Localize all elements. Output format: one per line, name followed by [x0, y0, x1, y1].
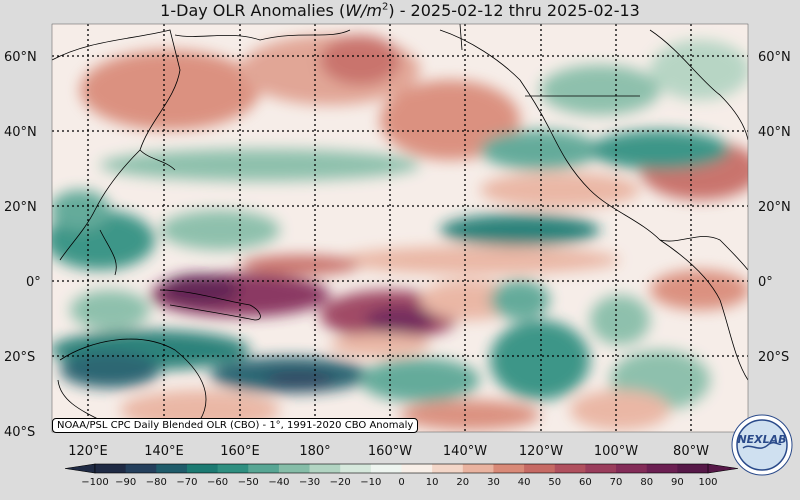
lat-label: 40°N [4, 125, 37, 140]
colorbar-segment [677, 464, 709, 473]
lat-label: 20°N [4, 200, 37, 215]
colorbar: −100 −90 −80 −70 −60 −50 −40 −30 −20 −10 0 10 20 30 40… [64, 463, 739, 488]
colorbar-segment [646, 464, 678, 473]
colorbar-tick-label: −90 [115, 477, 136, 488]
colorbar-tick-label: 10 [426, 477, 439, 488]
lat-label: 20°S [4, 350, 35, 365]
lat-label: 20°N [758, 200, 791, 215]
coastlines [52, 24, 748, 427]
lon-label: 160°W [368, 444, 412, 459]
lon-label: 160°E [220, 444, 260, 459]
anomaly-field [52, 24, 748, 432]
colorbar-segment [156, 464, 188, 473]
colorbar-tick-label: 40 [518, 477, 531, 488]
lon-label: 100°W [594, 444, 638, 459]
colorbar-tick-label: −30 [299, 477, 320, 488]
colorbar-tick-label: 0 [398, 477, 404, 488]
colorbar-tick-label: −60 [207, 477, 228, 488]
colorbar-segment [493, 464, 525, 473]
colorbar-tick-label: −100 [81, 477, 108, 488]
lat-label: 60°N [4, 50, 37, 65]
graticule [52, 24, 748, 432]
colorbar-tick-label: 60 [579, 477, 592, 488]
source-label: NOAA/PSL CPC Daily Blended OLR (CBO) - 1… [52, 418, 419, 433]
colorbar-segment [432, 464, 464, 473]
colorbar-segment [217, 464, 249, 473]
colorbar-segment [125, 464, 157, 473]
colorbar-tick-label: 100 [698, 477, 717, 488]
lon-labels: 120°E 140°E 160°E 180° 160°W 140°W 120°W… [68, 444, 709, 459]
colorbar-tick-label: −10 [360, 477, 381, 488]
lon-label: 180° [299, 444, 330, 459]
lat-label: 20°S [758, 350, 789, 365]
colorbar-segment [524, 464, 556, 473]
lat-labels-right: 60°N 40°N 20°N 0° 20°S [758, 50, 791, 365]
lat-label: 0° [758, 275, 773, 290]
map-title: 1-Day OLR Anomalies (W/m2) - 2025-02-12 … [160, 1, 640, 20]
colorbar-tick-label: −80 [146, 477, 167, 488]
lat-label: 0° [26, 275, 41, 290]
lon-label: 140°W [443, 444, 487, 459]
logo-text: NEXLAB [737, 433, 786, 446]
colorbar-segment [585, 464, 617, 473]
colorbar-arrow-low [64, 463, 96, 474]
colorbar-tick-label: −40 [268, 477, 289, 488]
colorbar-segment [401, 464, 433, 473]
colorbar-tick-label: 20 [456, 477, 469, 488]
colorbar-segment [554, 464, 586, 473]
colorbar-tick-label: −70 [176, 477, 197, 488]
colorbar-segment [340, 464, 372, 473]
colorbar-segment [95, 464, 127, 473]
colorbar-segment [370, 464, 402, 473]
colorbar-outline [94, 463, 709, 474]
lat-label: 60°N [758, 50, 791, 65]
lat-label: 40°S [4, 425, 35, 440]
lat-labels-left: 60°N 40°N 20°N 0° 20°S 40°S [4, 50, 41, 440]
colorbar-tick-label: 80 [640, 477, 653, 488]
lon-label: 80°W [673, 444, 709, 459]
colorbar-segment [309, 464, 341, 473]
colorbar-segment [186, 464, 219, 473]
colorbar-tick-label: −50 [238, 477, 259, 488]
nexlab-logo: NEXLAB [731, 414, 793, 476]
colorbar-segment [616, 464, 648, 473]
colorbar-tick-label: 30 [487, 477, 500, 488]
colorbar-segment [462, 464, 494, 473]
colorbar-tick-label: 50 [548, 477, 561, 488]
colorbar-tick-label: 90 [671, 477, 684, 488]
lon-label: 120°W [519, 444, 563, 459]
colorbar-segment [278, 464, 311, 473]
lat-label: 40°N [758, 125, 791, 140]
colorbar-segment [248, 464, 280, 473]
colorbar-tick-label: −20 [330, 477, 351, 488]
lon-label: 120°E [68, 444, 108, 459]
lon-label: 140°E [144, 444, 184, 459]
colorbar-tick-label: 70 [610, 477, 623, 488]
